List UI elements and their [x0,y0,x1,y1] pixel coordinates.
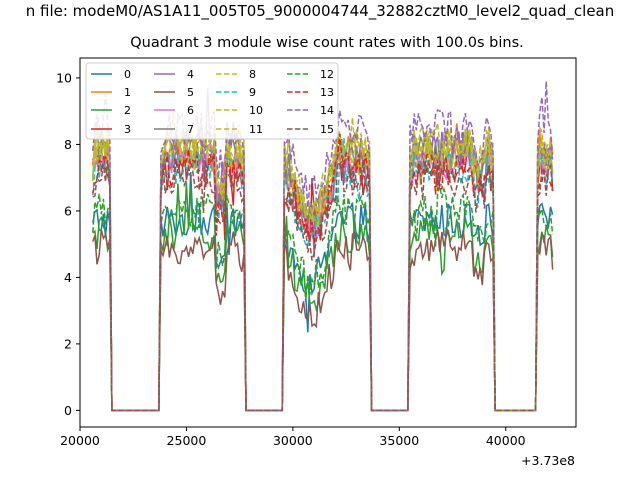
legend-label: 4 [187,68,194,81]
legend-box [85,62,339,140]
series-line-11 [92,108,554,412]
legend-label: 2 [124,104,131,117]
y-tick-label: 10 [56,70,72,85]
legend-label: 13 [320,86,334,99]
series-line-13 [92,133,554,412]
y-tick-label: 0 [64,403,72,418]
legend-label: 14 [320,104,334,117]
legend-label: 9 [249,86,256,99]
series-line-12 [92,185,554,412]
x-tick-label: 35000 [379,433,419,448]
x-tick-label: 20000 [60,433,100,448]
legend-label: 10 [249,104,263,117]
legend-label: 8 [249,68,256,81]
plot-area-frame [79,57,577,428]
y-tick-label: 6 [64,203,72,218]
legend-label: 0 [124,68,131,81]
chart-title: Quadrant 3 module wise count rates with … [130,35,524,51]
legend-label: 7 [187,123,194,136]
figure-suptitle: n file: modeM0/AS1A11_005T05_9000004744_… [25,2,615,20]
legend-label: 1 [124,86,131,99]
legend-label: 6 [187,104,194,117]
y-tick-label: 2 [64,336,72,351]
x-axis: 20000 25000 30000 35000 40000 [60,427,526,448]
y-tick-label: 8 [64,137,72,152]
series-line-5 [92,229,554,412]
y-axis: 0 2 4 6 8 10 [56,70,80,418]
series-line-15 [92,158,554,412]
x-tick-label: 30000 [273,433,313,448]
legend-label: 12 [320,68,334,81]
x-tick-label: 40000 [486,433,526,448]
series-line-2 [92,182,554,412]
legend-label: 5 [187,86,194,99]
x-tick-label: 25000 [167,433,207,448]
legend-label: 15 [320,123,334,136]
legend-label: 11 [249,123,263,136]
y-tick-label: 4 [64,270,72,285]
x-offset-label: +3.73e8 [521,453,575,468]
legend-label: 3 [124,123,131,136]
